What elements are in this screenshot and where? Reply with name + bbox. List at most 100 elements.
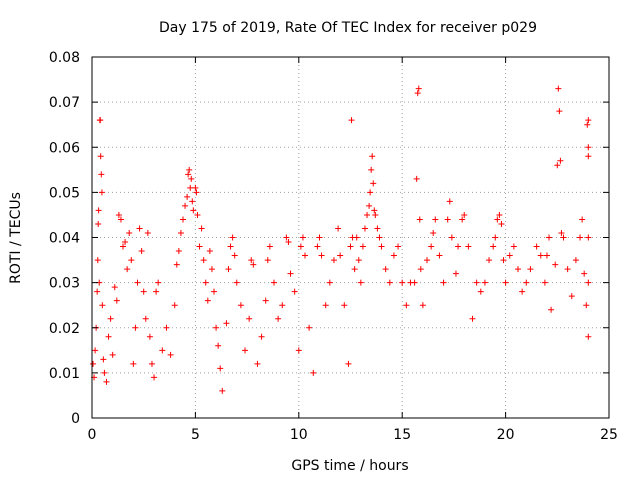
data-point [198,225,205,232]
data-point [138,248,145,255]
data-point [233,279,240,286]
data-point [555,85,562,92]
data-point [395,243,402,250]
data-point [144,229,151,236]
data-point [159,347,166,354]
data-point [187,184,194,191]
y-tick-label: 0.07 [49,95,80,111]
data-point [370,180,377,187]
data-point [98,189,105,196]
data-point [151,374,158,381]
data-point [330,257,337,264]
data-point [314,243,321,250]
data-point [291,288,298,295]
data-point [494,216,501,223]
data-point [469,315,476,322]
data-point [225,266,232,273]
data-point [186,166,193,173]
data-point [182,202,189,209]
data-point [202,279,209,286]
data-point [295,347,302,354]
data-point [371,207,378,214]
data-point [548,306,555,313]
x-tick-label: 25 [600,427,618,443]
data-point [136,225,143,232]
data-point [543,252,550,259]
data-point [171,302,178,309]
data-point [126,229,133,236]
data-point [254,360,261,367]
data-point [188,175,195,182]
data-point [568,293,575,300]
data-point [560,234,567,241]
data-point [430,229,437,236]
data-point [194,211,201,218]
data-point [297,243,304,250]
data-point [376,234,383,241]
data-point [242,347,249,354]
data-point [527,266,534,273]
x-tick-label: 5 [191,427,200,443]
data-point [258,333,265,340]
data-point [231,252,238,259]
data-point [213,324,220,331]
data-point [155,279,162,286]
data-point [100,356,107,363]
y-tick-label: 0 [71,411,80,427]
data-point [579,216,586,223]
data-point [584,121,591,128]
data-point [223,320,230,327]
data-point [369,153,376,160]
data-point [111,284,118,291]
data-point [359,243,366,250]
data-point [341,302,348,309]
data-point [105,333,112,340]
data-point [250,261,257,268]
data-point [465,243,472,250]
data-point [415,85,422,92]
data-point [500,257,507,264]
data-point [103,378,110,385]
data-point [413,175,420,182]
data-point [416,216,423,223]
data-point [185,171,192,178]
data-point [189,198,196,205]
data-point [477,288,484,295]
data-point [211,288,218,295]
data-point [348,117,355,124]
data-point [270,279,277,286]
data-point [541,279,548,286]
data-point [94,257,101,264]
y-tick-label: 0.01 [49,366,80,382]
data-point [99,302,106,309]
data-point [366,202,373,209]
data-point [264,257,271,264]
data-point [192,184,199,191]
data-point [374,225,381,232]
data-point [498,220,505,227]
y-tick-label: 0.03 [49,276,80,292]
data-point [190,207,197,214]
data-point [496,211,503,218]
data-point [200,257,207,264]
data-point [552,261,559,268]
chart-title: Day 175 of 2019, Rate Of TEC Index for r… [159,20,537,36]
data-point [452,270,459,277]
data-point [184,193,191,200]
data-point [448,234,455,241]
data-point [219,387,226,394]
data-point [322,302,329,309]
data-point [142,315,149,322]
data-point [130,360,137,367]
data-point [98,171,105,178]
data-point [217,365,224,372]
data-point [351,266,358,273]
data-point [364,211,371,218]
data-point [390,252,397,259]
data-point [229,234,236,241]
data-point [95,220,102,227]
x-tick-label: 20 [497,427,515,443]
data-point [335,225,342,232]
x-tick-label: 10 [290,427,308,443]
data-point [372,211,379,218]
